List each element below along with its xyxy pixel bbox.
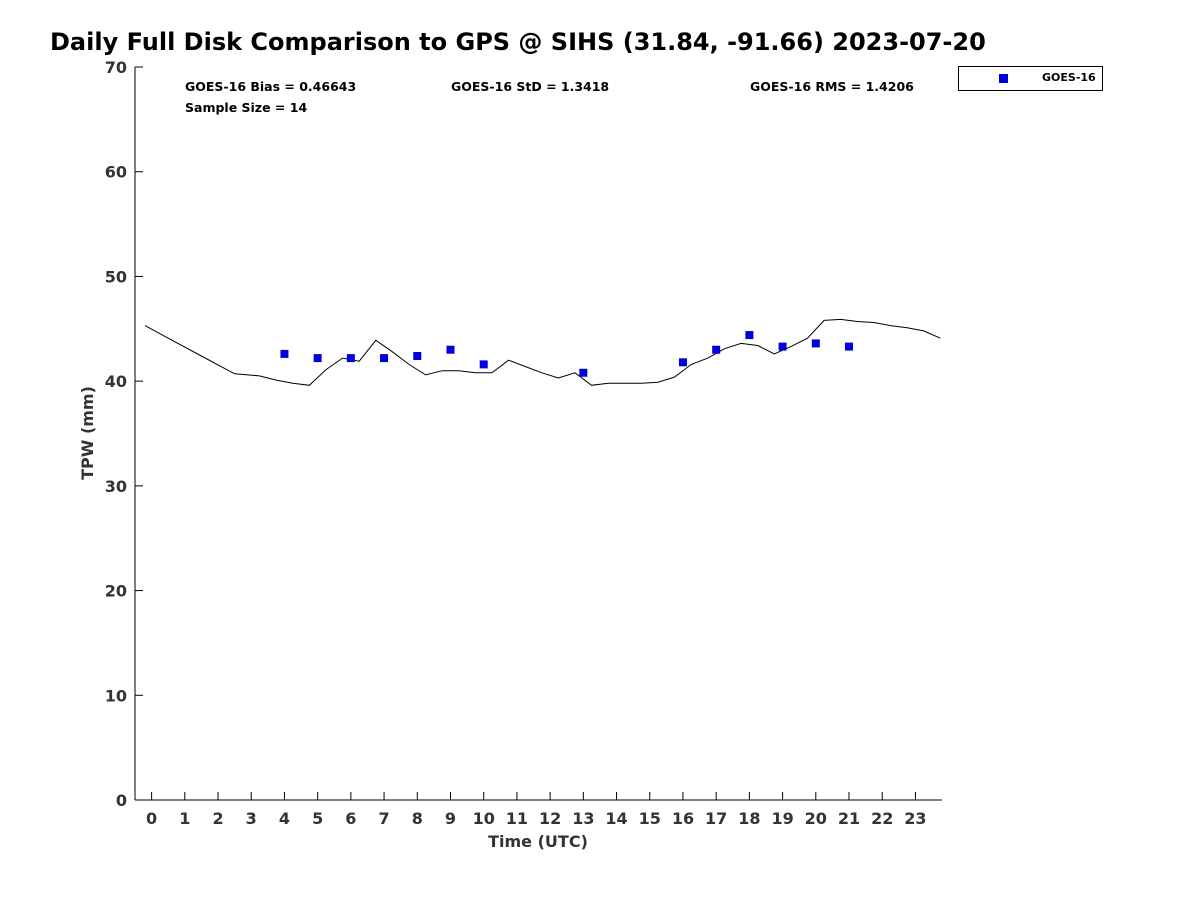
x-tick-label: 17: [705, 809, 727, 828]
x-tick-label: 10: [473, 809, 495, 828]
goes16-point: [845, 342, 854, 351]
legend-label: GOES-16: [1042, 71, 1096, 84]
x-tick-label: 6: [345, 809, 356, 828]
x-axis-label: Time (UTC): [488, 832, 588, 851]
y-tick-label: 60: [105, 163, 127, 182]
x-tick-label: 11: [506, 809, 528, 828]
series-lines: [144, 318, 941, 386]
legend: GOES-16: [958, 66, 1103, 91]
x-tick-label: 13: [572, 809, 594, 828]
goes16-point: [479, 360, 488, 369]
sample-size-stat: Sample Size = 14: [185, 100, 308, 115]
goes16-point: [313, 354, 322, 363]
legend-marker: [999, 74, 1008, 83]
y-tick-label: 0: [116, 791, 127, 810]
x-tick-label: 9: [445, 809, 456, 828]
goes16-point: [579, 368, 588, 377]
x-tick-label: 8: [412, 809, 423, 828]
bias-stat: GOES-16 Bias = 0.46643: [185, 79, 357, 94]
rms-stat: GOES-16 RMS = 1.4206: [750, 79, 914, 94]
x-tick-label: 4: [279, 809, 290, 828]
y-tick-label: 50: [105, 267, 127, 286]
y-tick-label: 30: [105, 477, 127, 496]
x-tick-label: 5: [312, 809, 323, 828]
y-ticks: 0 10 20 30 40 50 60 70: [105, 58, 143, 810]
x-tick-label: 15: [639, 809, 661, 828]
goes16-point: [811, 339, 820, 348]
goes16-point: [413, 352, 422, 361]
x-ticks: 0 1 2 3 4 5 6 7 8 9 10 11 12 13 14 15 16 17 18 19 20 21 22 23: [146, 792, 927, 828]
goes16-point: [745, 331, 754, 340]
gps-tpw-line: [144, 318, 941, 386]
series-points: [280, 331, 854, 377]
goes16-point: [346, 354, 355, 363]
goes16-point: [678, 358, 687, 367]
goes16-point: [778, 342, 787, 351]
x-tick-label: 14: [605, 809, 627, 828]
x-tick-label: 19: [771, 809, 793, 828]
x-tick-label: 21: [838, 809, 860, 828]
std-stat: GOES-16 StD = 1.3418: [451, 79, 610, 94]
y-tick-label: 70: [105, 58, 127, 77]
y-tick-label: 20: [105, 582, 127, 601]
x-tick-label: 18: [738, 809, 760, 828]
x-tick-label: 20: [805, 809, 827, 828]
y-tick-label: 10: [105, 686, 127, 705]
x-tick-label: 2: [212, 809, 223, 828]
y-tick-label: 40: [105, 372, 127, 391]
chart-title: Daily Full Disk Comparison to GPS @ SIHS…: [50, 28, 986, 56]
x-tick-label: 1: [179, 809, 190, 828]
goes16-point: [712, 345, 721, 354]
x-tick-label: 0: [146, 809, 157, 828]
x-tick-label: 22: [871, 809, 893, 828]
x-tick-label: 23: [904, 809, 926, 828]
x-tick-label: 12: [539, 809, 561, 828]
goes16-point: [380, 354, 389, 363]
x-tick-label: 3: [246, 809, 257, 828]
x-tick-label: 7: [379, 809, 390, 828]
y-axis-label: TPW (mm): [78, 386, 97, 480]
x-tick-label: 16: [672, 809, 694, 828]
goes16-point: [446, 345, 455, 354]
goes16-point: [280, 349, 289, 358]
